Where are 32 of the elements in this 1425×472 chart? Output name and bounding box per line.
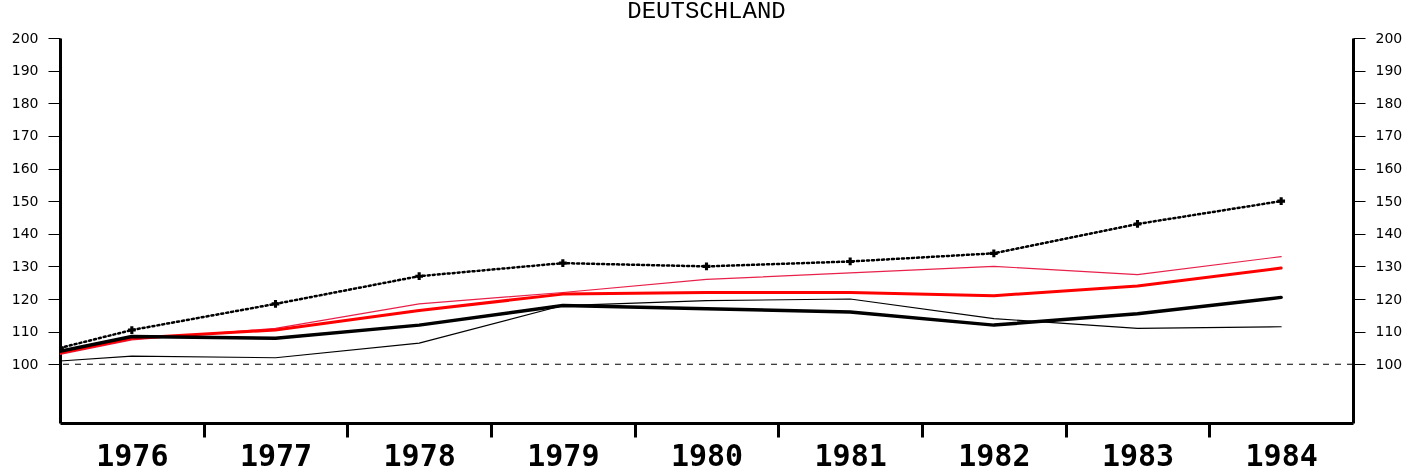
- y2-tick-label: 160: [1375, 160, 1403, 177]
- y-tick-label: 140: [11, 225, 39, 242]
- y2-tick-label: 120: [1375, 290, 1403, 307]
- x-tick-label: 1982: [958, 437, 1031, 472]
- x-tick-label: 1981: [814, 437, 887, 472]
- y-tick-label: 120: [11, 290, 39, 307]
- x-tick-label: 1984: [1245, 437, 1318, 472]
- y-tick-label: 200: [11, 29, 39, 46]
- y-tick-label: 100: [11, 355, 39, 372]
- y2-tick-label: 110: [1375, 323, 1403, 340]
- y2-tick-label: 190: [1375, 62, 1403, 79]
- y-tick-label: 160: [11, 160, 39, 177]
- y-tick-label: 180: [11, 94, 39, 111]
- y-tick-label: 150: [11, 192, 39, 209]
- x-tick-label: 1977: [239, 437, 313, 472]
- y-tick-label: 130: [11, 257, 39, 274]
- y-tick-label: 110: [11, 323, 39, 340]
- y-tick-label: 190: [11, 62, 39, 79]
- y2-tick-label: 200: [1375, 29, 1403, 46]
- y2-tick-label: 170: [1375, 127, 1403, 144]
- chart-title: DEUTSCHLAND: [627, 0, 786, 25]
- y2-tick-label: 100: [1375, 355, 1403, 372]
- x-tick-label: 1983: [1101, 437, 1175, 472]
- y-tick-label: 170: [11, 127, 39, 144]
- y2-tick-label: 150: [1375, 192, 1403, 209]
- x-tick-label: 1978: [383, 437, 456, 472]
- y2-tick-label: 180: [1375, 94, 1403, 111]
- x-tick-label: 1979: [527, 437, 600, 472]
- y2-tick-label: 140: [1375, 225, 1403, 242]
- y2-tick-label: 130: [1375, 257, 1403, 274]
- x-tick-label: 1976: [96, 437, 169, 472]
- x-tick-label: 1980: [670, 437, 744, 472]
